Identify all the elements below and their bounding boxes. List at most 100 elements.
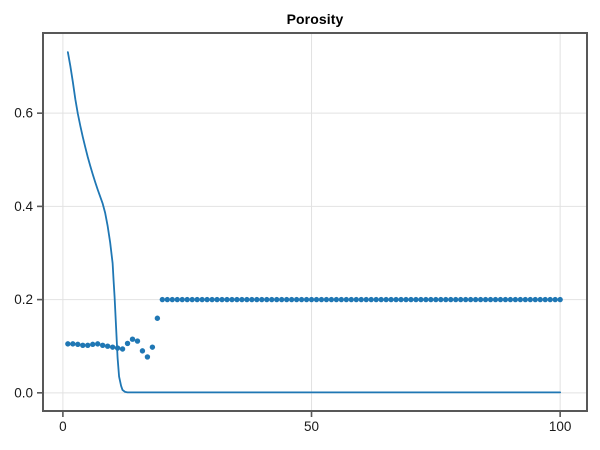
scatter-point xyxy=(214,296,220,303)
scatter-point xyxy=(542,296,548,303)
scatter-point xyxy=(85,342,91,348)
scatter-point xyxy=(358,296,364,303)
scatter-point xyxy=(462,296,469,303)
scatter-point xyxy=(184,296,190,303)
scatter-point xyxy=(532,296,538,303)
scatter-point xyxy=(75,341,81,348)
scatter-point xyxy=(338,296,345,303)
scatter-point xyxy=(373,296,379,303)
scatter-point xyxy=(477,296,484,303)
scatter-point xyxy=(134,338,141,344)
scatter-point xyxy=(428,296,434,303)
scatter-point xyxy=(244,296,250,303)
scatter-point xyxy=(423,296,429,303)
scatter-point xyxy=(408,296,414,303)
scatter-point xyxy=(80,342,86,348)
scatter-point xyxy=(249,296,255,303)
scatter-point xyxy=(453,296,459,303)
scatter-point xyxy=(70,341,76,347)
scatter-point xyxy=(288,296,295,303)
scatter-point xyxy=(144,354,151,360)
scatter-point xyxy=(333,296,340,303)
porosity-profile-line xyxy=(66,51,562,394)
scatter-point xyxy=(298,296,305,303)
scatter-point xyxy=(154,315,161,321)
scatter-point xyxy=(328,296,335,303)
scatter-point xyxy=(65,341,71,347)
y-tick-label: 0.6 xyxy=(14,106,33,121)
scatter-point xyxy=(458,296,464,303)
chart-title: Porosity xyxy=(286,11,344,27)
scatter-point xyxy=(547,296,553,303)
scatter-point xyxy=(293,296,300,303)
scatter-point xyxy=(95,341,101,347)
y-tick-label: 0.0 xyxy=(14,385,33,400)
scatter-point xyxy=(363,296,369,303)
scatter-point xyxy=(194,296,200,303)
scatter-point xyxy=(109,344,116,350)
scatter-point xyxy=(383,296,389,303)
scatter-point xyxy=(124,340,131,347)
scatter-point xyxy=(557,296,563,303)
scatter-point xyxy=(398,296,404,303)
scatter-point xyxy=(274,296,280,303)
scatter-point xyxy=(119,346,126,352)
scatter-point xyxy=(502,296,509,303)
scatter-point xyxy=(189,296,195,303)
scatter-point xyxy=(448,296,454,303)
scatter-point xyxy=(224,296,230,303)
scatter-point xyxy=(368,296,374,303)
scatter-point xyxy=(278,296,285,303)
scatter-point xyxy=(254,296,260,303)
scatter-point xyxy=(159,296,166,303)
scatter-point xyxy=(393,296,399,303)
scatter-point xyxy=(264,296,270,303)
scatter-point xyxy=(492,296,499,303)
scatter-point xyxy=(269,296,275,303)
scatter-point xyxy=(104,343,111,349)
scatter-point xyxy=(139,348,146,354)
scatter-point xyxy=(388,296,394,303)
scatter-point xyxy=(472,296,479,303)
scatter-point xyxy=(318,296,325,303)
scatter-point xyxy=(90,341,96,348)
scatter-point xyxy=(438,296,444,303)
scatter-point xyxy=(169,296,175,303)
scatter-point xyxy=(199,296,205,303)
scatter-point xyxy=(522,296,529,303)
scatter-point xyxy=(443,296,449,303)
scatter-point xyxy=(219,296,225,303)
scatter-point xyxy=(353,296,359,303)
porosity-cells-scatter xyxy=(65,296,563,360)
x-tick-label: 100 xyxy=(549,419,572,434)
scatter-point xyxy=(403,296,409,303)
scatter-point xyxy=(497,296,504,303)
scatter-point xyxy=(512,296,519,303)
scatter-point xyxy=(343,296,350,303)
scatter-point xyxy=(229,296,235,303)
scatter-point xyxy=(378,296,384,303)
scatter-point xyxy=(507,296,514,303)
scatter-point xyxy=(313,296,320,303)
scatter-point xyxy=(413,296,419,303)
scatter-point xyxy=(467,296,474,303)
scatter-point xyxy=(164,296,171,303)
scatter-point xyxy=(487,296,494,303)
scatter-point xyxy=(149,344,156,350)
scatter-point xyxy=(209,296,215,303)
x-tick-label: 50 xyxy=(304,419,319,434)
scatter-point xyxy=(482,296,489,303)
scatter-point xyxy=(527,296,534,303)
scatter-point xyxy=(234,296,240,303)
scatter-point xyxy=(308,296,315,303)
x-tick-label: 0 xyxy=(59,419,67,434)
scatter-point xyxy=(303,296,310,303)
scatter-point xyxy=(204,296,210,303)
scatter-point xyxy=(259,296,265,303)
plot-frame xyxy=(42,32,588,412)
scatter-point xyxy=(99,342,106,348)
scatter-point xyxy=(129,336,136,342)
scatter-point xyxy=(517,296,524,303)
